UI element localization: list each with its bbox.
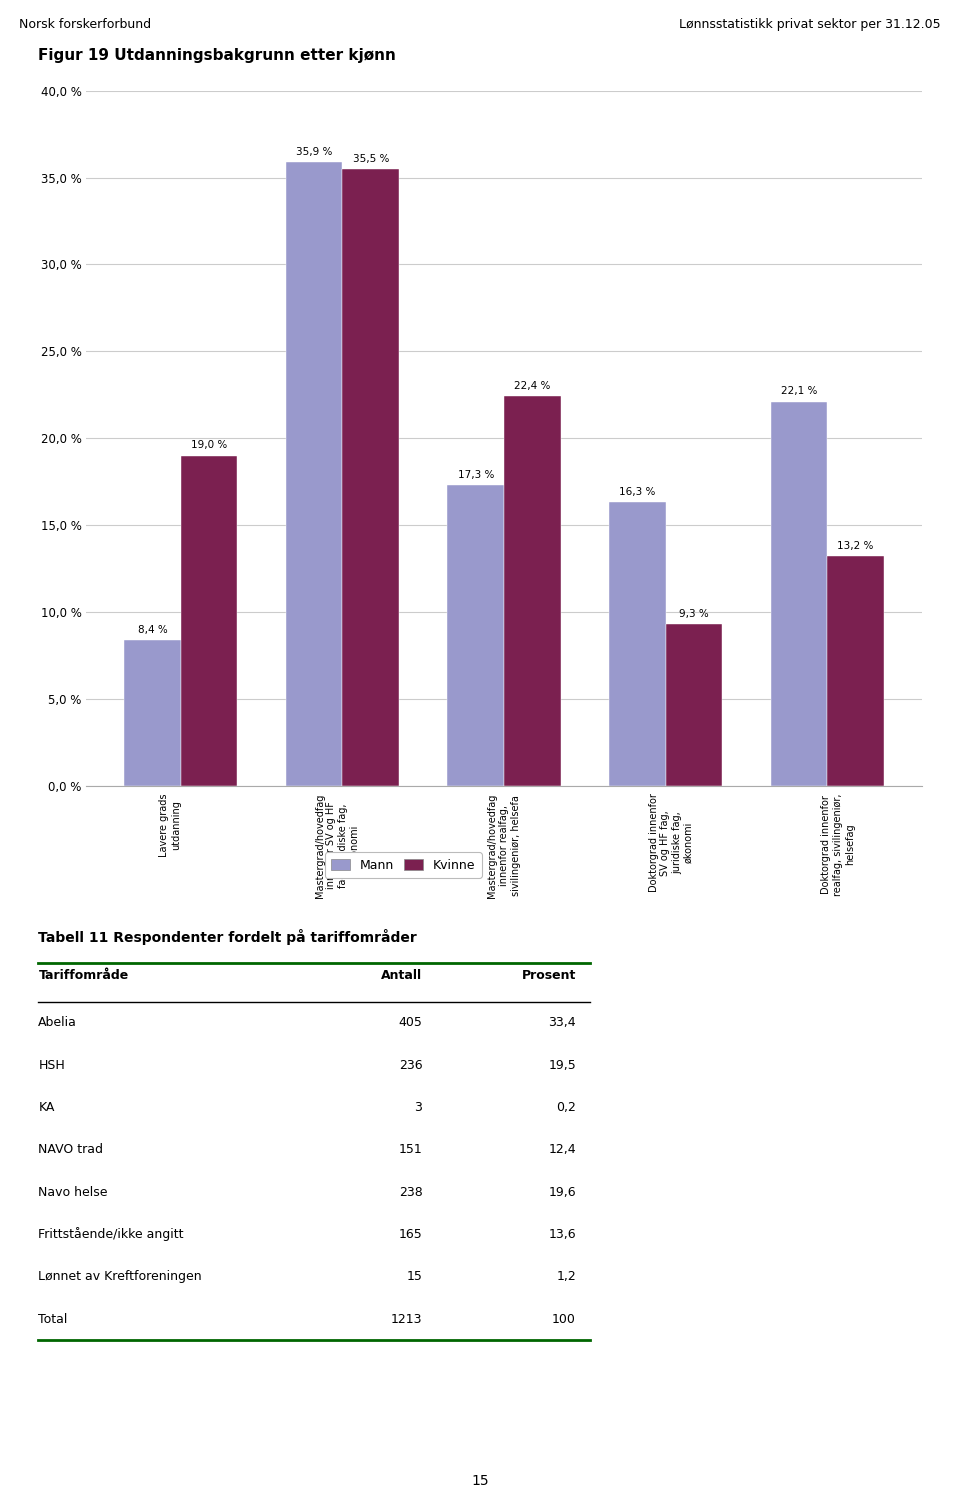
Text: 13,6: 13,6 [548, 1228, 576, 1241]
Text: 100: 100 [552, 1313, 576, 1325]
Text: Norsk forskerforbund: Norsk forskerforbund [19, 18, 152, 32]
Text: 35,5 %: 35,5 % [352, 154, 389, 163]
Text: Navo helse: Navo helse [38, 1186, 108, 1198]
Bar [343, 169, 399, 786]
Text: Doktorgrad innenfor
SV og HF fag,
juridiske fag,
økonomi: Doktorgrad innenfor SV og HF fag, juridi… [649, 793, 693, 891]
Text: Doktorgrad innenfor
realfag, sivilingeniør,
helsefag: Doktorgrad innenfor realfag, sivilingeni… [822, 793, 854, 896]
Legend: Mann, Kvinne: Mann, Kvinne [324, 852, 482, 878]
Text: Lønnsstatistikk privat sektor per 31.12.05: Lønnsstatistikk privat sektor per 31.12.… [679, 18, 941, 32]
Text: 22,4 %: 22,4 % [515, 381, 550, 391]
Bar [286, 162, 343, 786]
Text: 1,2: 1,2 [556, 1271, 576, 1283]
Text: Prosent: Prosent [521, 969, 576, 982]
Text: 405: 405 [398, 1017, 422, 1029]
Text: 3: 3 [415, 1102, 422, 1114]
Text: 238: 238 [398, 1186, 422, 1198]
Text: Lavere grads
utdanning: Lavere grads utdanning [159, 793, 180, 857]
Text: Figur 19 Utdanningsbakgrunn etter kjønn: Figur 19 Utdanningsbakgrunn etter kjønn [38, 48, 396, 63]
Text: HSH: HSH [38, 1059, 65, 1071]
Text: 35,9 %: 35,9 % [296, 147, 332, 157]
Text: Antall: Antall [381, 969, 422, 982]
Text: Tariffområde: Tariffområde [38, 969, 129, 982]
Bar [771, 402, 828, 786]
Text: 19,5: 19,5 [548, 1059, 576, 1071]
Text: KA: KA [38, 1102, 55, 1114]
Text: NAVO trad: NAVO trad [38, 1144, 104, 1156]
Bar [828, 556, 883, 786]
Text: Mastergrad/hovedfag
innenfor realfag,
sivilingeniør, helsefa: Mastergrad/hovedfag innenfor realfag, si… [488, 793, 520, 898]
Text: 12,4: 12,4 [548, 1144, 576, 1156]
Text: 1213: 1213 [391, 1313, 422, 1325]
Bar [504, 396, 561, 786]
Text: 151: 151 [398, 1144, 422, 1156]
Bar [609, 503, 665, 786]
Text: 22,1 %: 22,1 % [780, 387, 817, 396]
Text: 236: 236 [398, 1059, 422, 1071]
Text: 0,2: 0,2 [556, 1102, 576, 1114]
Bar [125, 639, 180, 786]
Text: 16,3 %: 16,3 % [619, 487, 656, 497]
Text: Abelia: Abelia [38, 1017, 77, 1029]
Text: Frittstående/ikke angitt: Frittstående/ikke angitt [38, 1227, 184, 1242]
Text: 17,3 %: 17,3 % [458, 470, 493, 480]
Text: 19,0 %: 19,0 % [191, 440, 228, 450]
Text: 33,4: 33,4 [548, 1017, 576, 1029]
Text: 8,4 %: 8,4 % [137, 624, 167, 635]
Bar [665, 624, 722, 786]
Bar [180, 456, 237, 786]
Bar [447, 485, 504, 786]
Text: 19,6: 19,6 [548, 1186, 576, 1198]
Text: 15: 15 [471, 1475, 489, 1488]
Text: Lønnet av Kreftforeningen: Lønnet av Kreftforeningen [38, 1271, 202, 1283]
Text: 15: 15 [406, 1271, 422, 1283]
Text: 165: 165 [398, 1228, 422, 1241]
Text: 13,2 %: 13,2 % [837, 541, 874, 552]
Text: Total: Total [38, 1313, 68, 1325]
Text: Tabell 11 Respondenter fordelt på tariffområder: Tabell 11 Respondenter fordelt på tariff… [38, 929, 418, 946]
Text: 9,3 %: 9,3 % [679, 609, 708, 620]
Text: Mastergrad/hovedfag
innenfor SV og HF
fag, juridiske fag,
økonomi: Mastergrad/hovedfag innenfor SV og HF fa… [315, 793, 359, 898]
